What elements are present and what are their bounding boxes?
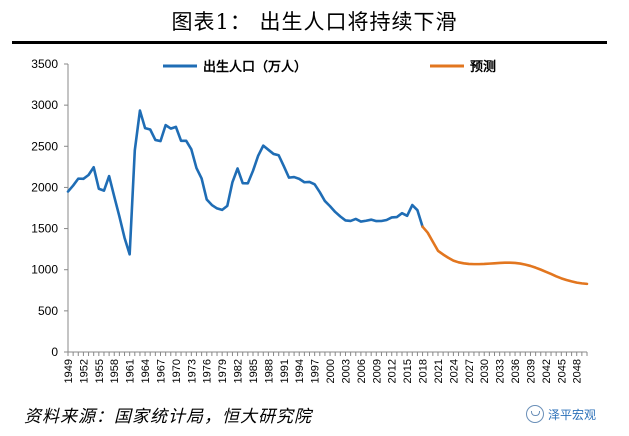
x-tick-label: 2015 [402,359,414,383]
chart-title: 图表1： 出生人口将持续下滑 [171,10,458,34]
x-tick-label: 1961 [125,359,137,383]
x-tick-label: 2033 [495,359,507,383]
x-tick-label: 2021 [433,359,445,383]
y-tick-label: 3000 [31,98,58,112]
x-tick-label: 2018 [418,359,430,383]
watermark-text: 泽平宏观 [548,407,597,422]
x-tick-label: 2048 [572,359,584,383]
x-tick-label: 2036 [510,359,522,383]
x-tick-label: 1967 [155,359,167,383]
series-line-1 [66,109,424,256]
x-tick-label: 2042 [541,359,553,383]
x-tick-label: 1982 [233,359,245,383]
x-tick-label: 1976 [202,359,214,383]
x-tick-label: 1991 [279,359,291,383]
x-tick-label: 1970 [171,359,183,383]
series-line-2 [421,225,589,286]
x-tick-label: 2024 [448,359,460,383]
x-tick-label: 1964 [140,359,152,383]
axes [67,64,587,353]
y-tick-label: 2500 [31,139,58,153]
watermark: 泽平宏观 [526,405,596,423]
x-tick-label: 2003 [340,359,352,383]
y-tick-label: 3500 [31,57,58,71]
x-tick-label: 2000 [325,359,337,383]
x-tick-label: 2045 [556,359,568,383]
wechat-icon [526,405,544,423]
title-rule [12,41,607,44]
x-tick-label: 1997 [310,359,322,383]
x-tick-label: 1985 [248,359,260,383]
legend-label-1: 出生人口（万人） [203,59,307,75]
x-tick-label: 1988 [263,359,275,383]
x-tick-label: 2012 [387,359,399,383]
x-tick-label: 1952 [78,359,90,383]
legend: 出生人口（万人） 预测 [163,59,496,75]
x-axis-ticks: 1949 1952 1955 1958 1961 1964 1967 1970 1973 1976… [63,352,588,383]
x-tick-label: 1994 [294,359,306,383]
y-tick-label: 1000 [31,263,58,277]
x-tick-label: 2027 [464,359,476,383]
legend-label-2: 预测 [470,59,496,75]
x-tick-label: 1949 [63,359,75,383]
x-tick-label: 1979 [217,359,229,383]
y-tick-label: 2000 [31,180,58,194]
source-note: 资料来源：国家统计局，恒大研究院 [24,407,312,427]
x-tick-label: 2039 [525,359,537,383]
y-axis-ticks: 0 500 1000 1500 2000 2500 3000 3500 [31,57,68,359]
line-chart: 0 500 1000 1500 2000 2500 3000 3500 1949 1952 195… [31,57,589,383]
series-lines [66,109,589,286]
x-tick-label: 2009 [371,359,383,383]
x-tick-label: 2006 [356,359,368,383]
x-tick-label: 2030 [479,359,491,383]
y-tick-label: 500 [38,304,58,318]
x-tick-label: 1955 [94,359,106,383]
y-tick-label: 0 [51,345,58,359]
y-tick-label: 1500 [31,222,58,236]
x-tick-label: 1973 [186,359,198,383]
x-tick-label: 1958 [109,359,121,383]
